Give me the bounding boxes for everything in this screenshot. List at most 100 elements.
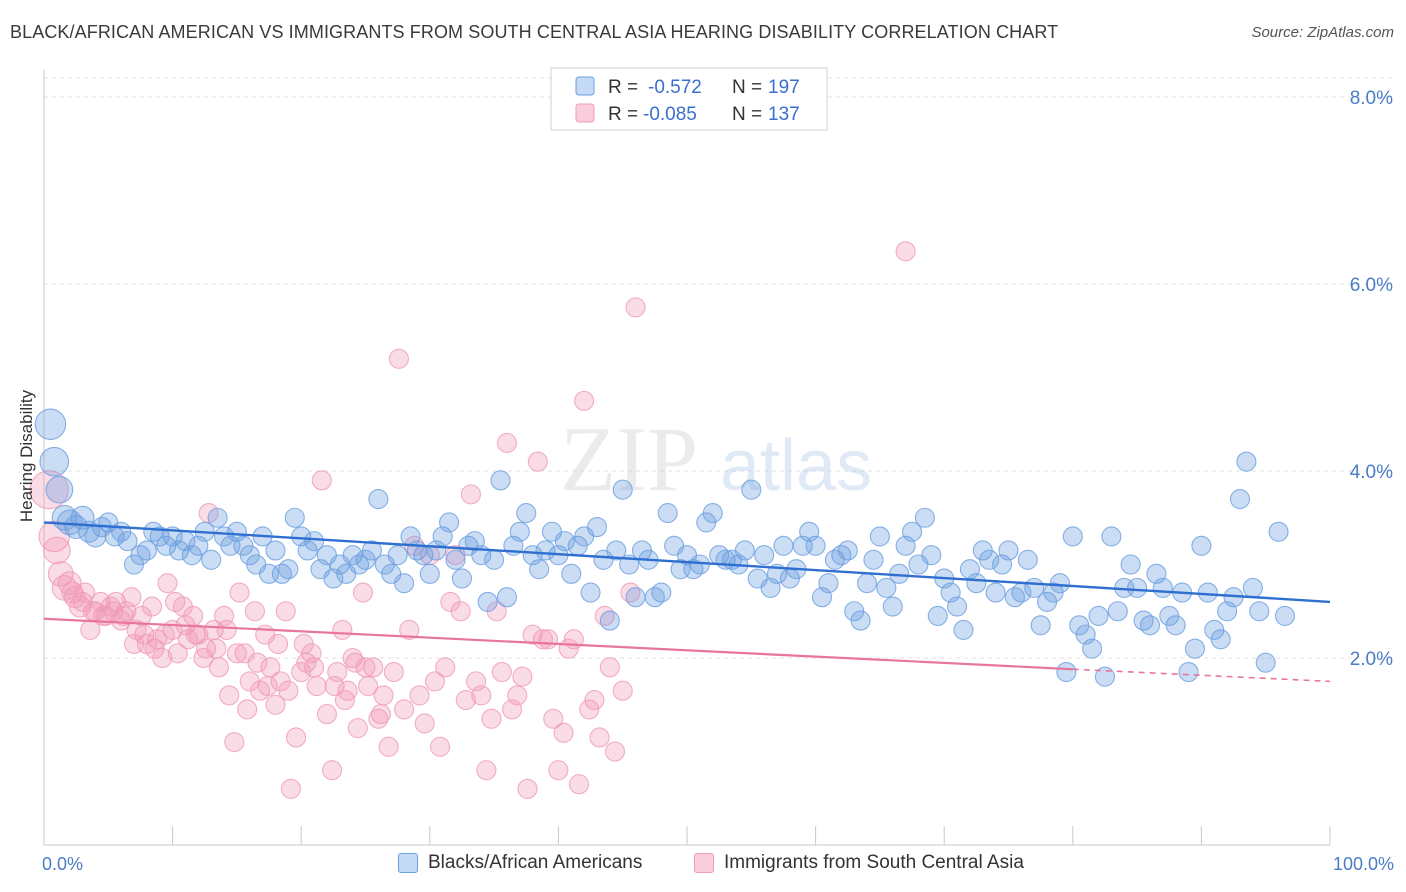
blacks-point-186 <box>1229 488 1251 510</box>
blacks-point-125 <box>837 540 858 561</box>
blacks-point-167 <box>1107 601 1128 622</box>
immigrants-point-21 <box>141 596 163 617</box>
blacks-point-1 <box>39 446 70 477</box>
y-tick-label-2: 6.0% <box>1350 275 1393 296</box>
immigrants-point-70 <box>394 699 415 720</box>
legend-swatch-blue <box>575 76 595 96</box>
immigrants-point-94 <box>517 778 538 799</box>
immigrants-point-144 <box>370 704 391 725</box>
blacks-point-131 <box>876 577 897 598</box>
immigrants-point-124 <box>144 638 165 659</box>
blacks-point-104 <box>702 503 723 524</box>
immigrants-point-67 <box>378 736 399 757</box>
blacks-point-2 <box>45 475 74 504</box>
blacks-point-160 <box>1062 526 1083 547</box>
blacks-point-74 <box>509 521 530 542</box>
watermark-zip: ZIP <box>560 408 698 510</box>
blacks-point-85 <box>580 582 601 603</box>
blacks-point-180 <box>1191 535 1212 556</box>
immigrants-point-101 <box>553 722 574 743</box>
blacks-point-39 <box>284 507 305 528</box>
immigrants-point-89 <box>491 661 512 683</box>
legend-n-value-1: 197 <box>768 77 800 98</box>
watermark: ZIP atlas <box>560 408 872 510</box>
immigrants-point-47 <box>275 601 296 622</box>
immigrants-point-96 <box>527 451 548 472</box>
blacks-point-120 <box>805 535 826 556</box>
blacks-point-122 <box>818 573 839 594</box>
blacks-point-147 <box>979 549 1000 570</box>
legend-swatch-blacks <box>398 853 418 873</box>
immigrants-point-137 <box>278 680 299 701</box>
blacks-point-130 <box>869 526 890 547</box>
y-tick-label-0: 2.0% <box>1350 649 1393 670</box>
immigrants-point-114 <box>625 297 646 318</box>
immigrants-point-93 <box>512 666 533 687</box>
immigrants-point-100 <box>548 760 569 781</box>
immigrants-point-36 <box>219 685 240 706</box>
blacks-point-89 <box>606 540 627 561</box>
blacks-point-155 <box>1030 615 1051 636</box>
blacks-point-174 <box>1152 577 1173 598</box>
immigrants-point-74 <box>414 713 435 734</box>
blacks-point-38 <box>278 559 299 580</box>
immigrants-point-68 <box>383 661 404 683</box>
immigrants-point-92 <box>507 685 528 706</box>
blacks-point-127 <box>850 610 871 631</box>
blacks-point-181 <box>1197 582 1218 603</box>
immigrants-point-141 <box>334 690 355 711</box>
blacks-point-189 <box>1249 601 1270 622</box>
immigrants-point-132 <box>226 643 247 664</box>
blacks-point-112 <box>754 545 775 566</box>
blacks-point-81 <box>554 531 575 552</box>
chart-title: BLACK/AFRICAN AMERICAN VS IMMIGRANTS FRO… <box>10 22 1059 42</box>
blacks-point-169 <box>1120 554 1141 575</box>
y-tick-labels: 2.0% 4.0% 6.0% 8.0% <box>1350 88 1393 670</box>
blacks-point-158 <box>1049 573 1070 594</box>
blacks-point-110 <box>741 479 762 500</box>
blacks-point-188 <box>1242 577 1263 598</box>
immigrants-point-107 <box>584 690 605 711</box>
immigrants-point-139 <box>304 657 325 678</box>
immigrants-point-131 <box>216 619 237 641</box>
immigrants-point-121 <box>113 605 134 626</box>
blacks-point-97 <box>657 503 678 524</box>
blacks-point-170 <box>1127 577 1148 598</box>
legend-item-immigrants: Immigrants from South Central Asia <box>694 852 1024 874</box>
blacks-point-13 <box>117 531 138 552</box>
blacks-point-86 <box>586 517 608 538</box>
legend-bottom: Blacks/African Americans Immigrants from… <box>0 852 1406 880</box>
immigrants-point-34 <box>208 657 229 678</box>
immigrants-point-37 <box>224 732 245 753</box>
legend-n-label-1: N = <box>732 77 762 98</box>
immigrants-point-5 <box>57 571 82 596</box>
immigrants-point-138 <box>293 633 314 655</box>
blacks-point-142 <box>947 596 968 617</box>
grid-lines <box>44 77 1392 659</box>
blacks-point-56 <box>394 573 415 594</box>
blacks-point-165 <box>1094 666 1115 687</box>
blacks-point-52 <box>368 488 389 510</box>
blacks-point-153 <box>1017 549 1038 570</box>
trend-line-immigrants <box>43 617 1073 671</box>
blacks-point-132 <box>882 596 903 617</box>
immigrants-point-142 <box>345 652 366 673</box>
legend-r-label-2: R = <box>608 104 638 125</box>
immigrants-point-111 <box>604 741 626 762</box>
x-tick-label-min: 0.0% <box>42 854 83 874</box>
blacks-point-78 <box>535 540 556 561</box>
blacks-point-164 <box>1088 605 1109 626</box>
immigrants-point-58 <box>332 619 353 641</box>
immigrants-point-50 <box>291 661 312 683</box>
immigrants-point-56 <box>322 760 343 781</box>
blacks-point-128 <box>856 573 878 594</box>
immigrants-point-104 <box>568 774 590 795</box>
blacks-point-145 <box>966 573 987 594</box>
blacks-point-148 <box>985 582 1006 603</box>
legend-item-blacks: Blacks/African Americans <box>398 852 642 874</box>
blacks-point-139 <box>927 605 948 626</box>
immigrants-point-106 <box>579 699 600 720</box>
blacks-point-135 <box>901 521 923 542</box>
immigrants-point-0 <box>29 470 69 510</box>
blacks-point-16 <box>136 540 157 561</box>
